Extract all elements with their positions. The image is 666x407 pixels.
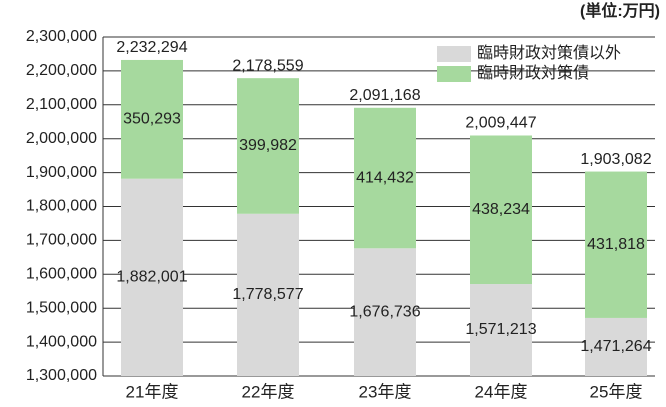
y-tick-label: 2,300,000	[26, 28, 97, 45]
bar-segment	[585, 171, 647, 318]
y-tick-label: 1,500,000	[26, 299, 97, 316]
y-tick-label: 2,000,000	[26, 130, 97, 147]
legend-swatch	[437, 66, 471, 82]
bar-segment	[237, 213, 299, 376]
bar-segment	[585, 317, 647, 376]
value-label: 1,676,736	[349, 303, 420, 320]
bar-segment	[121, 59, 183, 179]
y-tick-label: 1,700,000	[26, 232, 97, 249]
bar-segment	[121, 178, 183, 376]
total-label: 2,091,168	[349, 87, 420, 104]
y-tick-label: 1,900,000	[26, 164, 97, 181]
total-label: 2,009,447	[465, 115, 536, 132]
value-label: 1,571,213	[465, 321, 536, 338]
bar-segment	[354, 107, 416, 249]
x-tick-label: 25年度	[590, 382, 643, 401]
unit-label: (単位:万円)	[580, 1, 660, 20]
bar-segment	[470, 284, 532, 376]
x-tick-label: 21年度	[126, 382, 179, 401]
value-label: 350,293	[123, 111, 181, 128]
total-label: 2,232,294	[116, 39, 187, 56]
value-label: 438,234	[472, 201, 530, 218]
legend-swatch	[437, 46, 471, 62]
value-label: 399,982	[239, 137, 297, 154]
y-tick-label: 1,400,000	[26, 333, 97, 350]
y-tick-label: 2,100,000	[26, 96, 97, 113]
y-tick-label: 1,600,000	[26, 266, 97, 283]
value-label: 1,778,577	[232, 286, 303, 303]
total-label: 2,178,559	[232, 57, 303, 74]
y-tick-label: 1,300,000	[26, 367, 97, 384]
y-tick-label: 1,800,000	[26, 198, 97, 215]
y-tick-label: 2,200,000	[26, 62, 97, 79]
value-label: 1,882,001	[116, 269, 187, 286]
value-label: 414,432	[356, 169, 414, 186]
total-label: 1,903,082	[580, 151, 651, 168]
x-tick-label: 22年度	[242, 382, 295, 401]
x-tick-label: 24年度	[475, 382, 528, 401]
x-tick-label: 23年度	[359, 382, 412, 401]
bar-segment	[237, 78, 299, 214]
value-label: 431,818	[587, 236, 645, 253]
bar-segment	[354, 248, 416, 376]
value-label: 1,471,264	[580, 338, 651, 355]
legend-label: 臨時財政対策債以外	[477, 44, 621, 62]
bar-segment	[470, 135, 532, 285]
legend-label: 臨時財政対策債	[477, 64, 589, 82]
